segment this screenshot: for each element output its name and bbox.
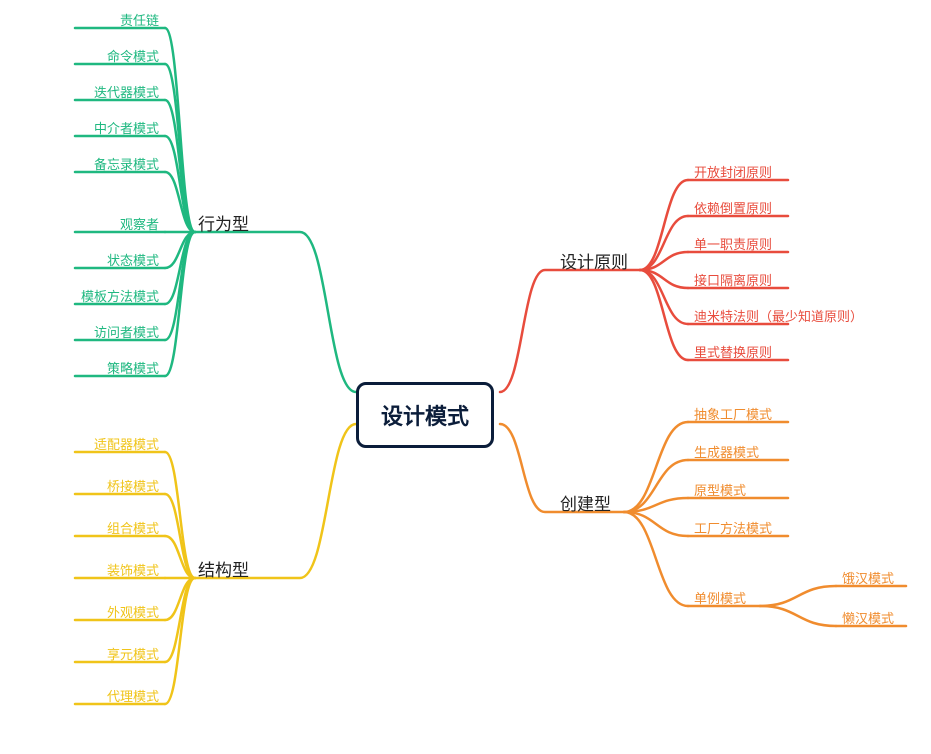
leaf-structural: 桥接模式	[107, 476, 159, 495]
leaf-creational: 工厂方法模式	[694, 518, 772, 537]
leaf-principles: 依赖倒置原则	[694, 198, 772, 217]
leaf-principles: 开放封闭原则	[694, 162, 772, 181]
leaf-behavioral: 命令模式	[107, 46, 159, 65]
leaf-structural: 组合模式	[107, 518, 159, 537]
leaf-behavioral: 责任链	[120, 10, 159, 29]
branch-structural: 结构型	[198, 556, 249, 581]
leaf-structural: 装饰模式	[107, 560, 159, 579]
leaf-structural: 外观模式	[107, 602, 159, 621]
leaf-principles: 里式替换原则	[694, 342, 772, 361]
leaf-behavioral: 中介者模式	[94, 118, 159, 137]
leaf-behavioral: 策略模式	[107, 358, 159, 377]
leaf-structural: 代理模式	[107, 686, 159, 705]
leaf-structural: 享元模式	[107, 644, 159, 663]
leaf-principles: 单一职责原则	[694, 234, 772, 253]
leaf-creational-child: 饿汉模式	[842, 568, 894, 587]
leaf-structural: 适配器模式	[94, 434, 159, 453]
leaf-behavioral: 模板方法模式	[81, 286, 159, 305]
leaf-behavioral: 备忘录模式	[94, 154, 159, 173]
branch-creational: 创建型	[560, 490, 611, 515]
branch-behavioral: 行为型	[198, 210, 249, 235]
mindmap-edges	[0, 0, 931, 754]
leaf-behavioral: 观察者	[120, 214, 159, 233]
leaf-creational: 原型模式	[694, 480, 746, 499]
leaf-creational-child: 懒汉模式	[842, 608, 894, 627]
leaf-behavioral: 迭代器模式	[94, 82, 159, 101]
branch-principles: 设计原则	[560, 248, 628, 273]
leaf-creational: 单例模式	[694, 588, 746, 607]
root-node: 设计模式	[356, 382, 494, 448]
leaf-behavioral: 访问者模式	[94, 322, 159, 341]
leaf-behavioral: 状态模式	[107, 250, 159, 269]
leaf-principles: 迪米特法则（最少知道原则）	[694, 306, 863, 325]
leaf-principles: 接口隔离原则	[694, 270, 772, 289]
leaf-creational: 生成器模式	[694, 442, 759, 461]
leaf-creational: 抽象工厂模式	[694, 404, 772, 423]
